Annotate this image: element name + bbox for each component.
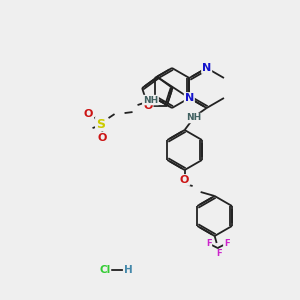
Text: F: F xyxy=(224,239,230,248)
Text: O: O xyxy=(84,109,93,119)
Text: O: O xyxy=(143,101,153,111)
Text: NH: NH xyxy=(186,113,201,122)
Text: Cl: Cl xyxy=(99,265,111,275)
Text: NH: NH xyxy=(143,96,158,105)
Text: H: H xyxy=(124,265,132,275)
Text: O: O xyxy=(180,175,189,185)
Text: N: N xyxy=(202,63,211,73)
Text: O: O xyxy=(98,133,107,143)
Text: F: F xyxy=(216,250,221,259)
Text: N: N xyxy=(185,93,194,103)
Text: S: S xyxy=(96,118,105,130)
Text: F: F xyxy=(206,239,211,248)
